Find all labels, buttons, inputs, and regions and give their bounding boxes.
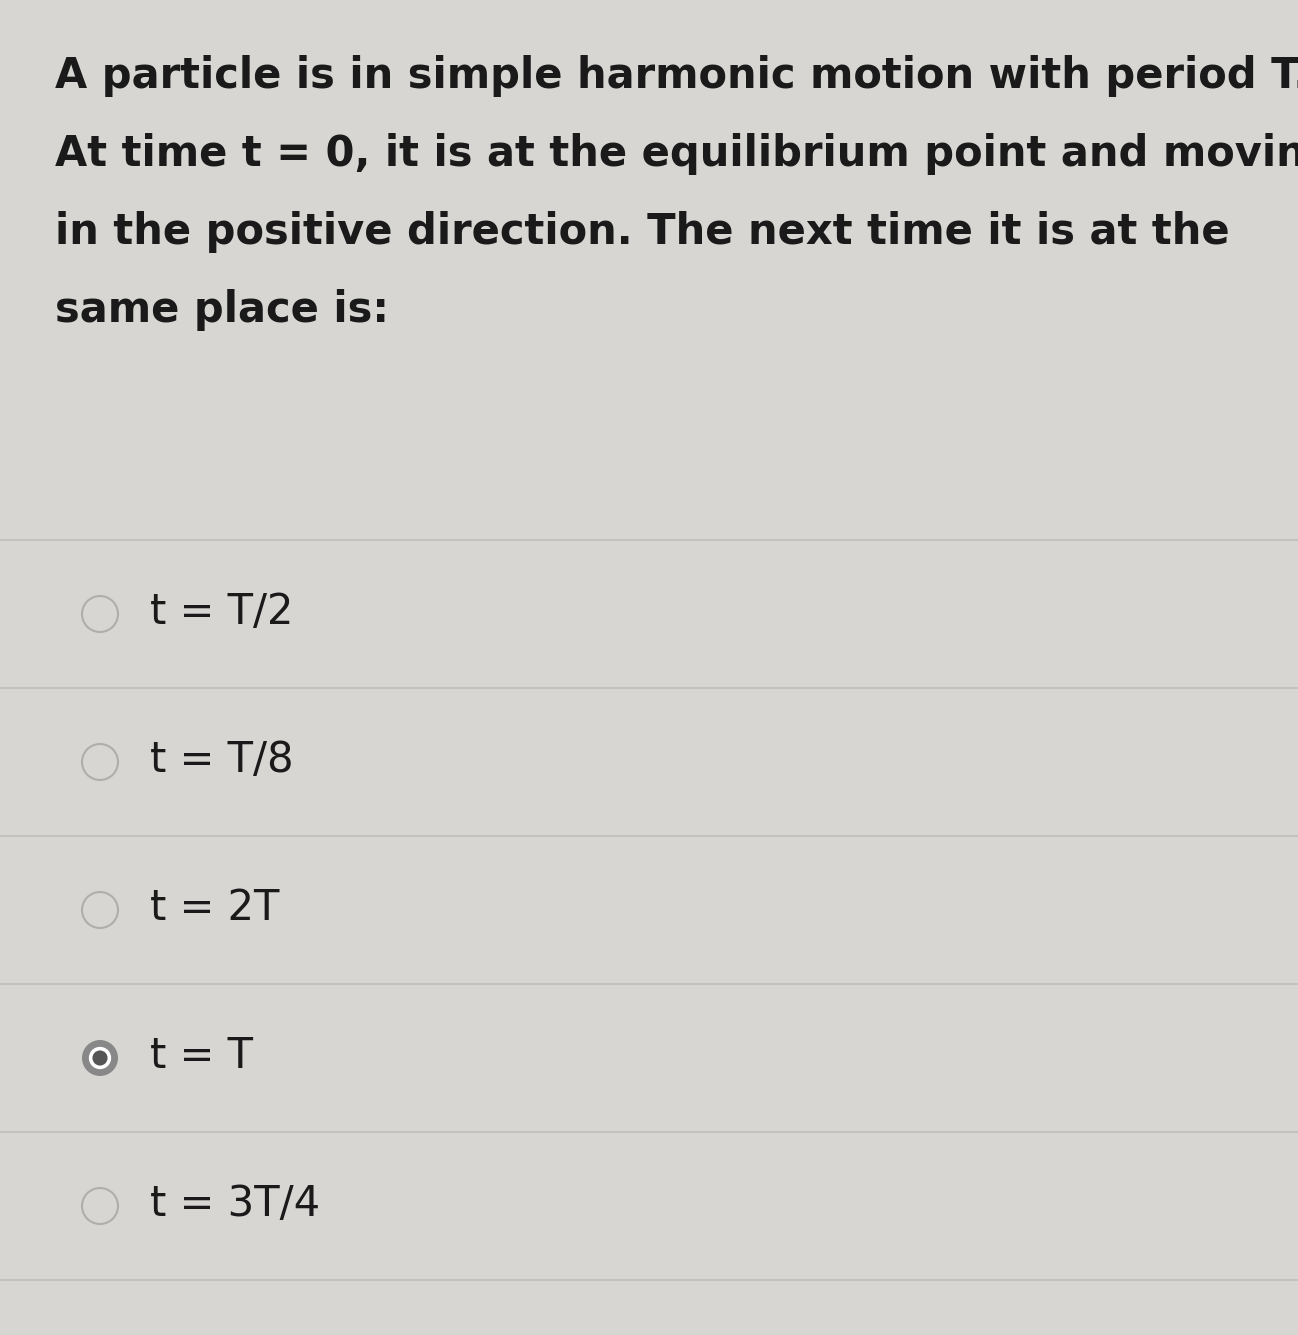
Text: A particle is in simple harmonic motion with period T.: A particle is in simple harmonic motion …: [55, 55, 1298, 97]
Text: t = 3T/4: t = 3T/4: [151, 1183, 321, 1226]
Text: t = T/8: t = T/8: [151, 740, 293, 781]
Text: t = T: t = T: [151, 1035, 253, 1077]
Text: At time t = 0, it is at the equilibrium point and moving: At time t = 0, it is at the equilibrium …: [55, 134, 1298, 175]
Circle shape: [82, 1040, 118, 1076]
Text: t = 2T: t = 2T: [151, 886, 279, 929]
Circle shape: [88, 1047, 112, 1069]
Text: same place is:: same place is:: [55, 288, 389, 331]
Circle shape: [82, 595, 118, 631]
Text: in the positive direction. The next time it is at the: in the positive direction. The next time…: [55, 211, 1229, 254]
Circle shape: [82, 744, 118, 780]
Circle shape: [92, 1051, 108, 1065]
Circle shape: [82, 892, 118, 928]
Text: t = T/2: t = T/2: [151, 591, 293, 633]
Circle shape: [82, 1188, 118, 1224]
